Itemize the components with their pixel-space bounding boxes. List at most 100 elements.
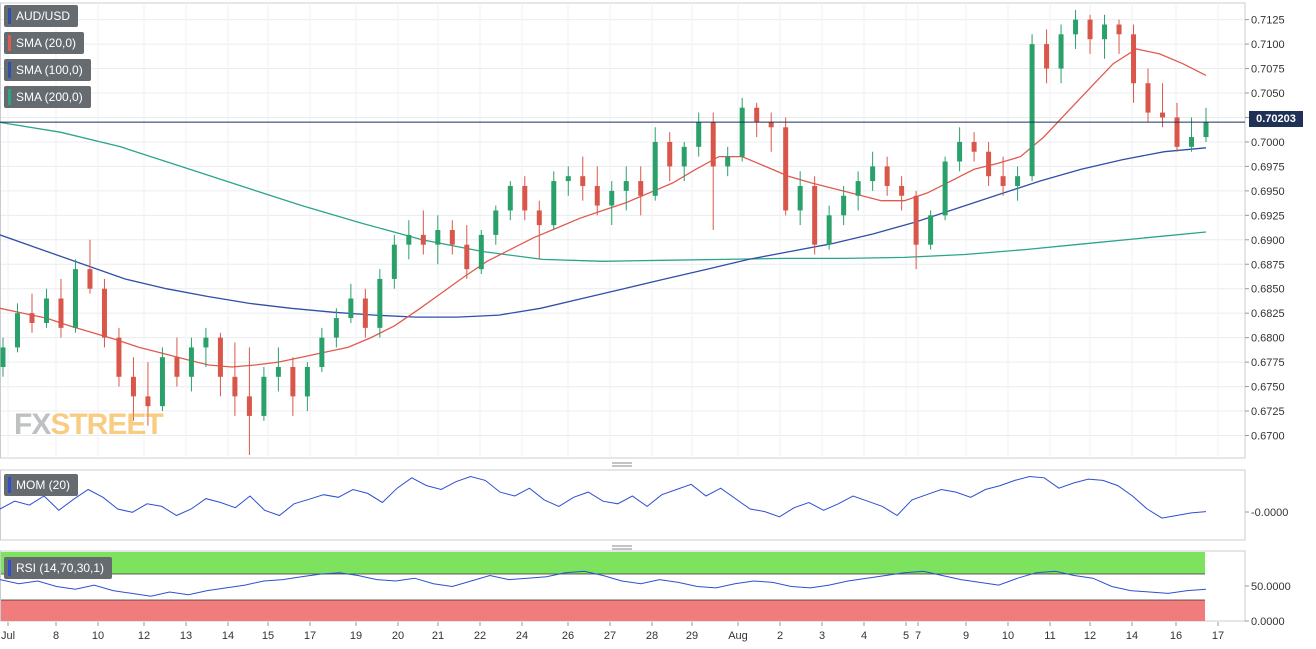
price-tick-label: 0.7100 xyxy=(1251,39,1285,51)
candle-body xyxy=(449,230,455,245)
candle-body xyxy=(565,176,571,182)
price-tick-label: 0.7050 xyxy=(1251,88,1285,100)
time-tick-label: 8 xyxy=(53,630,59,642)
mom-legend[interactable]: MOM (20) xyxy=(4,474,78,496)
candle-body xyxy=(739,107,745,157)
time-tick-label: 11 xyxy=(1044,630,1055,642)
candle-body xyxy=(1073,19,1079,35)
candle-body xyxy=(696,122,702,147)
candle-body xyxy=(754,107,760,123)
candle-body xyxy=(1174,117,1180,147)
candle-body xyxy=(478,234,484,270)
candle-body xyxy=(899,185,905,196)
mom-panel-border xyxy=(0,469,1246,541)
candle-body xyxy=(638,181,644,196)
sma-20-line xyxy=(0,48,1207,368)
time-tick-label: 4 xyxy=(861,630,867,642)
time-tick-label: 12 xyxy=(138,630,150,642)
price-tick-label: 0.6950 xyxy=(1251,186,1285,198)
price-tick-label: 0.7000 xyxy=(1251,137,1285,149)
candle-body xyxy=(667,141,673,167)
time-tick-label: 14 xyxy=(222,630,234,642)
price-tick-label: 0.6850 xyxy=(1251,284,1285,296)
candle-body xyxy=(29,313,35,323)
rsi-overbought-band xyxy=(1,552,1205,574)
candle-body xyxy=(246,396,252,416)
price-tick-label: 0.7075 xyxy=(1251,64,1285,76)
candle-body xyxy=(290,367,296,397)
candle-body xyxy=(841,195,847,216)
symbol-label[interactable]: AUD/USD xyxy=(4,5,79,27)
candle-body xyxy=(884,166,890,186)
candle-body xyxy=(609,190,615,206)
sma-200-path xyxy=(0,121,1207,262)
candle-body xyxy=(623,181,629,191)
candle-body xyxy=(957,141,963,162)
candle-body xyxy=(783,127,789,211)
time-tick-label: 12 xyxy=(1084,630,1096,642)
candle-body xyxy=(725,156,731,167)
time-tick-label: 7 xyxy=(915,630,921,642)
sma-20-legend[interactable]: SMA (20,0) xyxy=(4,32,85,54)
candle-body xyxy=(261,376,267,416)
candle-body xyxy=(145,396,151,407)
candle-body xyxy=(522,185,528,211)
candle-body xyxy=(232,376,238,397)
last-price-tag: 0.70203 xyxy=(1249,111,1303,127)
candle-body xyxy=(174,357,180,377)
candle-body xyxy=(580,176,586,186)
candle-body xyxy=(551,181,557,226)
candle-body xyxy=(58,298,64,328)
time-tick-label: 3 xyxy=(819,630,825,642)
time-tick-label: 29 xyxy=(686,630,698,642)
candle-body xyxy=(1058,34,1064,69)
time-tick-label: Jul xyxy=(1,630,15,642)
time-tick-label: 5 xyxy=(903,630,909,642)
candle-body xyxy=(1131,34,1137,84)
price-tick-label: 0.6725 xyxy=(1251,406,1285,418)
candle-body xyxy=(377,278,383,328)
time-tick-label: 17 xyxy=(1212,630,1224,642)
candle-body xyxy=(1044,44,1050,69)
candle-body xyxy=(319,337,325,367)
sma-100-legend[interactable]: SMA (100,0) xyxy=(4,59,91,81)
fxstreet-watermark: FXSTREET xyxy=(14,408,164,441)
sma-20-path xyxy=(0,48,1207,368)
price-tick-label: 0.6750 xyxy=(1251,382,1285,394)
time-axis: Jul 8 10 12 13 14 15 17 19 20 21 22 24 26 27 28 29 Aug 2 3 4… xyxy=(1,622,1224,642)
sma-100-path xyxy=(0,147,1207,318)
candles xyxy=(0,9,1209,456)
rsi-tick-label: 0.0000 xyxy=(1251,616,1285,628)
candle-body xyxy=(188,347,194,377)
candle-body xyxy=(275,367,281,377)
candle-body xyxy=(420,234,426,245)
price-tick-label: 0.6975 xyxy=(1251,161,1285,173)
candle-body xyxy=(72,269,78,328)
rsi-tick-label: 50.0000 xyxy=(1251,581,1291,593)
candle-body xyxy=(797,185,803,211)
grid xyxy=(0,2,1246,622)
candle-body xyxy=(348,298,354,319)
time-tick-label: 10 xyxy=(92,630,104,642)
price-tick-label: 0.6825 xyxy=(1251,308,1285,320)
price-axis: 0.71250.71000.70750.70500.70250.70000.69… xyxy=(0,15,1285,442)
time-tick-label: 13 xyxy=(180,630,192,642)
time-tick-label: 22 xyxy=(474,630,486,642)
candle-body xyxy=(971,141,977,152)
rsi-legend[interactable]: RSI (14,70,30,1) xyxy=(4,557,113,579)
candle-body xyxy=(1087,19,1093,40)
candle-body xyxy=(217,337,223,377)
time-tick-label: 19 xyxy=(350,630,362,642)
sma-200-line xyxy=(0,121,1207,262)
candle-body xyxy=(681,146,687,167)
candle-body xyxy=(536,210,542,226)
candle-body xyxy=(652,141,658,196)
price-tick-label: 0.6700 xyxy=(1251,430,1285,442)
candle-body xyxy=(507,185,513,211)
rsi-panel: 50.0000 0.0000 xyxy=(0,552,1291,628)
sma-200-legend[interactable]: SMA (200,0) xyxy=(4,86,91,108)
candle-body xyxy=(406,234,412,245)
time-tick-label: 15 xyxy=(262,630,274,642)
candle-body xyxy=(130,376,136,397)
candle-body xyxy=(493,210,499,235)
